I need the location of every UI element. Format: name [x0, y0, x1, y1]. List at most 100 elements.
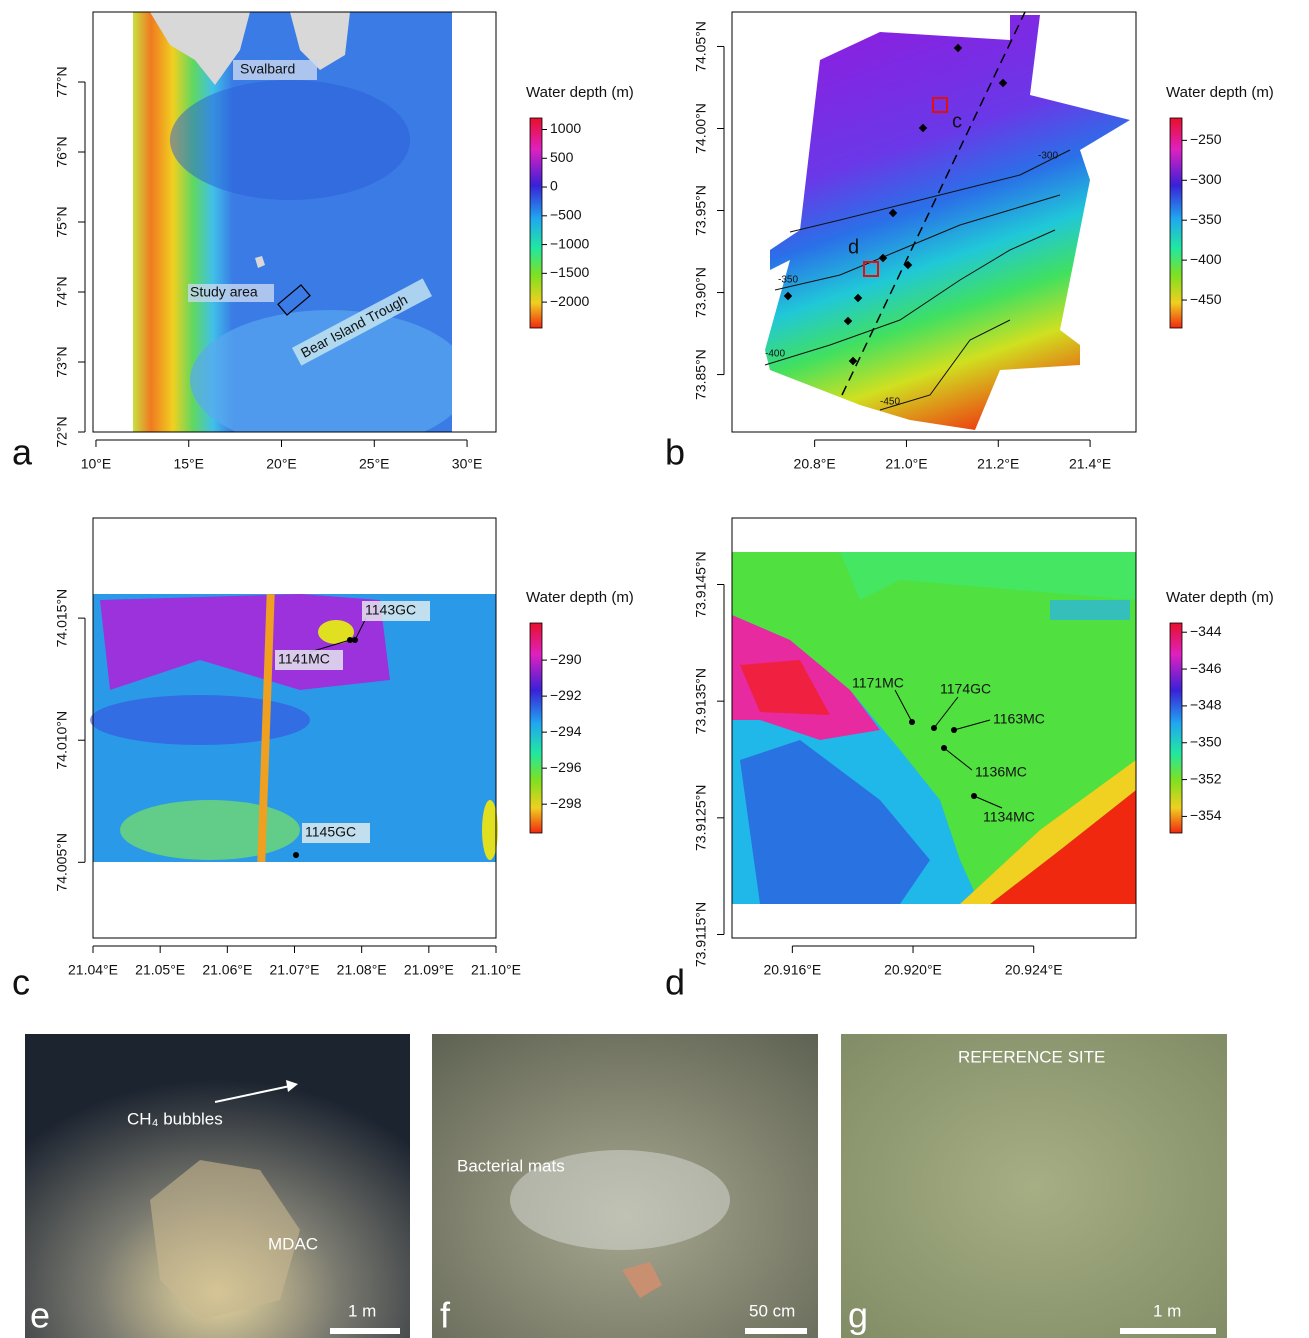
y-tick-label: 73.90°N [693, 267, 709, 318]
x-tick-label: 21.07°E [270, 962, 320, 978]
x-tick-label: 21.04°E [68, 962, 118, 978]
x-tick-label: 25°E [359, 456, 390, 472]
x-tick-label: 21.4°E [1069, 456, 1111, 472]
panel-letter: b [665, 432, 685, 473]
colorbar-title: Water depth (m) [1166, 84, 1274, 101]
y-tick-label: 74°N [54, 276, 70, 307]
colorbar-tick-label: −250 [1190, 131, 1222, 147]
colorbar [530, 623, 542, 833]
colorbar-title: Water depth (m) [526, 589, 634, 606]
colorbar-tick-label: −450 [1190, 291, 1222, 307]
sample-label: 1134MC [983, 809, 1035, 825]
colorbar-tick-label: −400 [1190, 251, 1222, 267]
colorbar-tick-label: −2000 [550, 293, 590, 309]
panel-letter: e [30, 1295, 50, 1336]
colorbar-tick-label: −350 [1190, 733, 1222, 749]
x-tick-label: 21.09°E [404, 962, 454, 978]
colorbar-tick-label: −298 [550, 795, 582, 811]
y-tick-label: 73.85°N [693, 349, 709, 400]
x-tick-label: 30°E [452, 456, 483, 472]
panel-letter: g [848, 1295, 868, 1336]
contour-label: -450 [880, 397, 900, 408]
y-tick-label: 74.05°N [693, 21, 709, 72]
photo-label: CH₄ bubbles [127, 1109, 223, 1128]
scale-bar-label: 1 m [1153, 1301, 1181, 1320]
x-tick-label: 10°E [81, 456, 112, 472]
x-tick-label: 20.916°E [763, 962, 821, 978]
y-tick-label: 73.9145°N [693, 551, 709, 617]
scale-bar-label: 50 cm [749, 1301, 795, 1320]
colorbar-tick-label: 1000 [550, 120, 581, 136]
colorbar-tick-label: −352 [1190, 770, 1222, 786]
photo-label: Bacterial mats [457, 1156, 565, 1175]
y-tick-label: 74.015°N [54, 589, 70, 648]
x-tick-label: 21.0°E [885, 456, 927, 472]
sample-label: 1171MC [852, 675, 904, 691]
y-tick-label: 73.9115°N [693, 902, 709, 967]
colorbar-tick-label: −290 [550, 651, 582, 667]
map-label: d [848, 236, 859, 258]
map-label: Svalbard [240, 61, 295, 77]
colorbar-tick-label: −346 [1190, 660, 1222, 676]
colorbar-tick-label: −350 [1190, 211, 1222, 227]
sample-label: 1145GC [305, 824, 356, 840]
x-tick-label: 20.8°E [794, 456, 836, 472]
colorbar-tick-label: −296 [550, 759, 582, 775]
colorbar-tick-label: −354 [1190, 807, 1222, 823]
x-tick-label: 21.06°E [202, 962, 252, 978]
page: {"panels": { "a": {"letter": "a", "xlim"… [0, 0, 1309, 1338]
x-tick-label: 21.05°E [135, 962, 185, 978]
map-label: c [952, 110, 962, 132]
map-d [732, 552, 1136, 904]
y-tick-label: 74.005°N [54, 833, 70, 892]
y-tick-label: 76°N [54, 136, 70, 167]
scale-bar-label: 1 m [348, 1301, 376, 1320]
figure: Svalbard Study area Bear Island Trough c… [0, 0, 1309, 1338]
colorbar-tick-label: −300 [1190, 171, 1222, 187]
photo-label: REFERENCE SITE [958, 1047, 1105, 1066]
panel-letter: c [12, 962, 30, 1003]
colorbar-tick-label: −294 [550, 723, 582, 739]
panel-letter: d [665, 962, 685, 1003]
colorbar-tick-label: −292 [550, 687, 582, 703]
photo-f [432, 1034, 818, 1338]
panel-letter: f [440, 1295, 451, 1336]
y-tick-label: 75°N [54, 206, 70, 237]
y-tick-label: 74.00°N [693, 103, 709, 154]
x-tick-label: 21.2°E [977, 456, 1019, 472]
colorbar-tick-label: 0 [550, 178, 558, 194]
map-label: Study area [190, 284, 258, 300]
map-b [765, 12, 1130, 430]
x-tick-label: 21.10°E [471, 962, 521, 978]
y-tick-label: 77°N [54, 66, 70, 97]
colorbar-tick-label: −348 [1190, 697, 1222, 713]
y-tick-label: 73.9135°N [693, 668, 709, 734]
panel-letter: a [12, 432, 33, 473]
contour-label: -400 [765, 349, 785, 360]
colorbar [530, 118, 542, 328]
y-tick-label: 73.95°N [693, 185, 709, 236]
map-c [90, 594, 498, 862]
sample-label: 1163MC [993, 711, 1045, 727]
x-tick-label: 21.08°E [337, 962, 387, 978]
x-tick-label: 20.924°E [1005, 962, 1063, 978]
colorbar-title: Water depth (m) [1166, 589, 1274, 606]
y-tick-label: 73°N [54, 346, 70, 377]
photo-label: MDAC [268, 1234, 318, 1253]
colorbar [1170, 623, 1182, 833]
y-tick-label: 73.9125°N [693, 785, 709, 851]
colorbar [1170, 118, 1182, 328]
y-tick-label: 74.010°N [54, 711, 70, 770]
photo-g [841, 1034, 1227, 1338]
sample-label: 1143GC [365, 602, 416, 618]
colorbar-tick-label: 500 [550, 149, 574, 165]
sample-label: 1136MC [975, 764, 1027, 780]
sample-label: 1141MC [278, 651, 330, 667]
colorbar-tick-label: −1000 [550, 235, 590, 251]
x-tick-label: 20°E [266, 456, 297, 472]
photo-e [25, 1034, 410, 1338]
x-tick-label: 15°E [173, 456, 204, 472]
colorbar-tick-label: −500 [550, 207, 582, 223]
colorbar-tick-label: −1500 [550, 264, 590, 280]
map-a [133, 12, 470, 450]
